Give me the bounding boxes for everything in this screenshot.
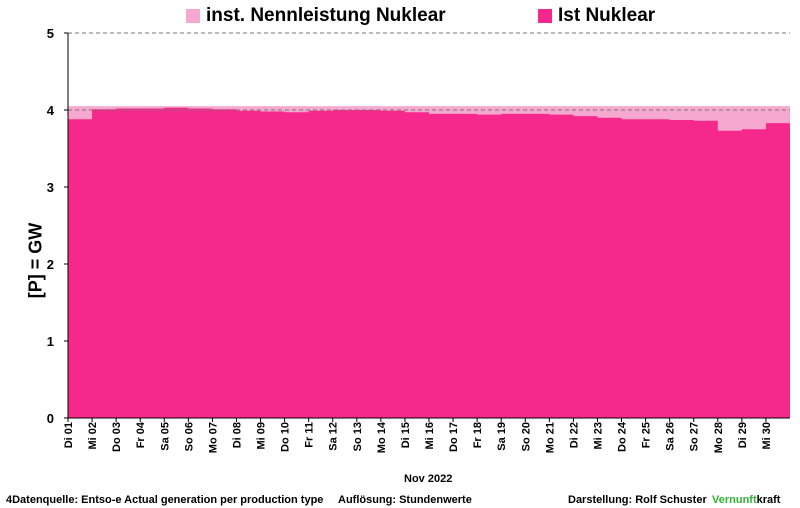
- x-tick-label: Sa 26: [665, 422, 677, 451]
- x-tick-label: Di 08: [231, 422, 243, 448]
- x-tick-label: So 20: [520, 422, 532, 451]
- x-tick-label: Di 01: [63, 422, 75, 448]
- y-axis-label: [P] = GW: [25, 222, 46, 299]
- x-tick-label: Fr 18: [472, 422, 484, 448]
- legend-swatch-installed: [186, 9, 200, 23]
- x-tick-label: Mo 21: [544, 422, 556, 453]
- brand-part-green: Vernunft: [712, 494, 757, 506]
- x-tick-label: Do 24: [617, 421, 629, 452]
- x-tick-label: Do 17: [448, 422, 460, 452]
- gridlines: [68, 32, 790, 111]
- legend-item-actual: Ist Nuklear: [538, 4, 655, 28]
- x-tick-labels: Di 01 Mi 02 Do 03 Fr 04 Sa 05 So 06 Mo 07 Di 08…: [63, 418, 773, 453]
- brand-part-black: kraft: [756, 494, 781, 506]
- area-series-actual-generation: [68, 107, 790, 418]
- y-tick-label: 2: [47, 257, 54, 272]
- legend-label-installed: inst. Nennleistung Nuklear: [206, 5, 446, 26]
- x-tick-label: Mo 14: [376, 421, 388, 453]
- chart-areas: [68, 106, 790, 419]
- x-tick-label: So 27: [689, 422, 701, 451]
- x-tick-label: Do 10: [280, 422, 292, 452]
- x-tick-label: Mi 30: [761, 422, 773, 450]
- y-tick-label: 5: [47, 26, 54, 41]
- x-tick-label: Sa 05: [159, 422, 171, 451]
- x-tick-label: Mi 16: [424, 422, 436, 450]
- x-tick-label: So 06: [183, 422, 195, 451]
- y-tick-label: 3: [47, 180, 54, 195]
- y-tick-label: 1: [47, 334, 54, 349]
- x-tick-label: Di 22: [568, 422, 580, 448]
- x-axis-label: Nov 2022: [404, 473, 453, 485]
- x-tick-label: Fr 11: [304, 422, 316, 448]
- x-tick-label: Mo 07: [207, 422, 219, 453]
- x-tick-label: Sa 12: [328, 422, 340, 451]
- footer-resolution: Auflösung: Stundenwerte: [338, 494, 472, 506]
- footer-source: 4Datenquelle: Entso-e Actual generation …: [6, 494, 324, 506]
- x-tick-label: Sa 19: [496, 422, 508, 451]
- x-tick-label: Mo 28: [713, 422, 725, 453]
- x-tick-label: Di 15: [400, 422, 412, 448]
- x-tick-label: Fr 25: [641, 422, 653, 448]
- x-tick-label: Do 03: [111, 422, 123, 452]
- footer-author: Darstellung: Rolf Schuster: [568, 494, 707, 506]
- legend-item-installed-capacity: inst. Nennleistung Nuklear: [186, 4, 446, 28]
- footer-brand: Vernunftkraft: [712, 494, 780, 506]
- y-tick-labels: 0 1 2 3 4 5: [47, 26, 68, 426]
- y-tick-label: 4: [47, 103, 55, 118]
- x-tick-label: So 13: [352, 422, 364, 451]
- x-tick-label: Di 29: [737, 422, 749, 448]
- y-tick-label: 0: [47, 411, 54, 426]
- legend-label-actual: Ist Nuklear: [558, 5, 656, 26]
- x-tick-label: Fr 04: [135, 421, 147, 448]
- x-tick-label: Mi 02: [87, 422, 99, 450]
- x-tick-label: Mi 09: [256, 422, 268, 450]
- x-tick-label: Mi 23: [592, 422, 604, 450]
- legend-swatch-actual: [538, 9, 552, 23]
